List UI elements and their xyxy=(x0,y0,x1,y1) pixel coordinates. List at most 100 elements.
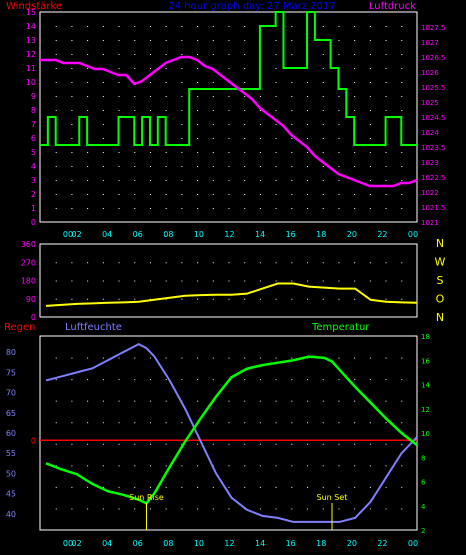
grid-dot xyxy=(134,465,136,467)
grid-dot xyxy=(118,298,120,300)
grid-dot xyxy=(102,40,104,41)
grid-dot xyxy=(369,110,371,111)
grid-dot xyxy=(385,194,387,195)
grid-dot xyxy=(71,465,73,467)
compass-label-n: N xyxy=(436,311,444,324)
panel3-x-tick-label: 00 xyxy=(63,539,73,548)
grid-dot xyxy=(134,96,136,97)
grid-dot xyxy=(134,443,136,445)
grid-dot xyxy=(181,422,183,424)
wind-y-tick-label: 14 xyxy=(26,22,36,31)
wind-y-tick-label: 15 xyxy=(26,8,36,17)
grid-dot xyxy=(354,110,356,111)
panel3-x-tick-label: 00 xyxy=(408,539,418,548)
grid-dot xyxy=(259,208,261,209)
grid-dot xyxy=(307,138,309,139)
temperature-y-tick-label: 2 xyxy=(421,527,425,535)
grid-dot xyxy=(228,443,230,445)
grid-dot xyxy=(212,96,214,97)
grid-dot xyxy=(291,40,293,41)
grid-dot xyxy=(149,465,151,467)
grid-dot xyxy=(102,422,104,424)
grid-dot xyxy=(118,280,120,282)
panel3-x-tick-label: 22 xyxy=(377,539,387,548)
grid-dot xyxy=(55,26,57,27)
grid-dot xyxy=(118,26,120,27)
grid-dot xyxy=(275,298,277,300)
panel3-x-tick-label: 12 xyxy=(224,539,234,548)
grid-dot xyxy=(322,110,324,111)
wind-y-tick-label: 9 xyxy=(31,92,36,101)
pressure-y-tick-label: 1023.5 xyxy=(421,144,446,152)
grid-dot xyxy=(118,152,120,153)
grid-dot xyxy=(259,508,261,510)
grid-dot xyxy=(291,180,293,181)
grid-dot xyxy=(338,357,340,359)
panel3-x-tick-label: 16 xyxy=(286,539,296,548)
grid-dot xyxy=(87,26,89,27)
grid-dot xyxy=(369,124,371,125)
grid-dot xyxy=(322,82,324,83)
grid-dot xyxy=(401,96,403,97)
grid-dot xyxy=(244,96,246,97)
grid-dot xyxy=(385,54,387,55)
wind-y-tick-label: 12 xyxy=(26,50,36,59)
wind-speed-line xyxy=(40,11,417,146)
grid-dot xyxy=(181,486,183,488)
grid-dot xyxy=(149,54,151,55)
grid-dot xyxy=(259,124,261,125)
humidity-y-tick-label: 65 xyxy=(6,409,16,418)
grid-dot xyxy=(338,262,340,264)
grid-dot xyxy=(354,68,356,69)
grid-dot xyxy=(149,208,151,209)
grid-dot xyxy=(212,82,214,83)
grid-dot xyxy=(228,508,230,510)
grid-dot xyxy=(385,262,387,264)
grid-dot xyxy=(134,110,136,111)
grid-dot xyxy=(55,465,57,467)
grid-dot xyxy=(181,465,183,467)
grid-dot xyxy=(118,68,120,69)
grid-dot xyxy=(307,96,309,97)
grid-dot xyxy=(322,465,324,467)
grid-dot xyxy=(322,443,324,445)
grid-dot xyxy=(55,443,57,445)
grid-dot xyxy=(322,208,324,209)
grid-dot xyxy=(134,357,136,359)
grid-dot xyxy=(385,508,387,510)
grid-dot xyxy=(291,124,293,125)
panel3-x-tick-label: 02 xyxy=(71,539,81,548)
grid-dot xyxy=(401,68,403,69)
grid-dot xyxy=(87,54,89,55)
grid-dot xyxy=(275,82,277,83)
grid-dot xyxy=(197,138,199,139)
grid-dot xyxy=(165,443,167,445)
grid-dot xyxy=(102,124,104,125)
grid-dot xyxy=(212,54,214,55)
grid-dot xyxy=(275,124,277,125)
grid-dot xyxy=(197,357,199,359)
direction-y-tick-label: 0 xyxy=(31,313,36,322)
wind-y-tick-label: 6 xyxy=(31,134,36,143)
grid-dot xyxy=(259,465,261,467)
wind-y-tick-label: 10 xyxy=(26,78,36,87)
grid-dot xyxy=(244,486,246,488)
grid-dot xyxy=(401,26,403,27)
grid-dot xyxy=(291,443,293,445)
grid-dot xyxy=(165,166,167,167)
grid-dot xyxy=(87,68,89,69)
grid-dot xyxy=(338,465,340,467)
grid-dot xyxy=(369,262,371,264)
grid-dot xyxy=(228,124,230,125)
grid-dot xyxy=(291,82,293,83)
grid-dot xyxy=(291,54,293,55)
grid-dot xyxy=(291,194,293,195)
humidity-y-tick-label: 70 xyxy=(6,389,16,398)
wind-pressure-grid xyxy=(55,26,403,209)
grid-dot xyxy=(354,262,356,264)
grid-dot xyxy=(275,262,277,264)
grid-dot xyxy=(197,180,199,181)
sunrise-label: Sun Rise xyxy=(129,493,164,502)
grid-dot xyxy=(197,68,199,69)
grid-dot xyxy=(354,152,356,153)
